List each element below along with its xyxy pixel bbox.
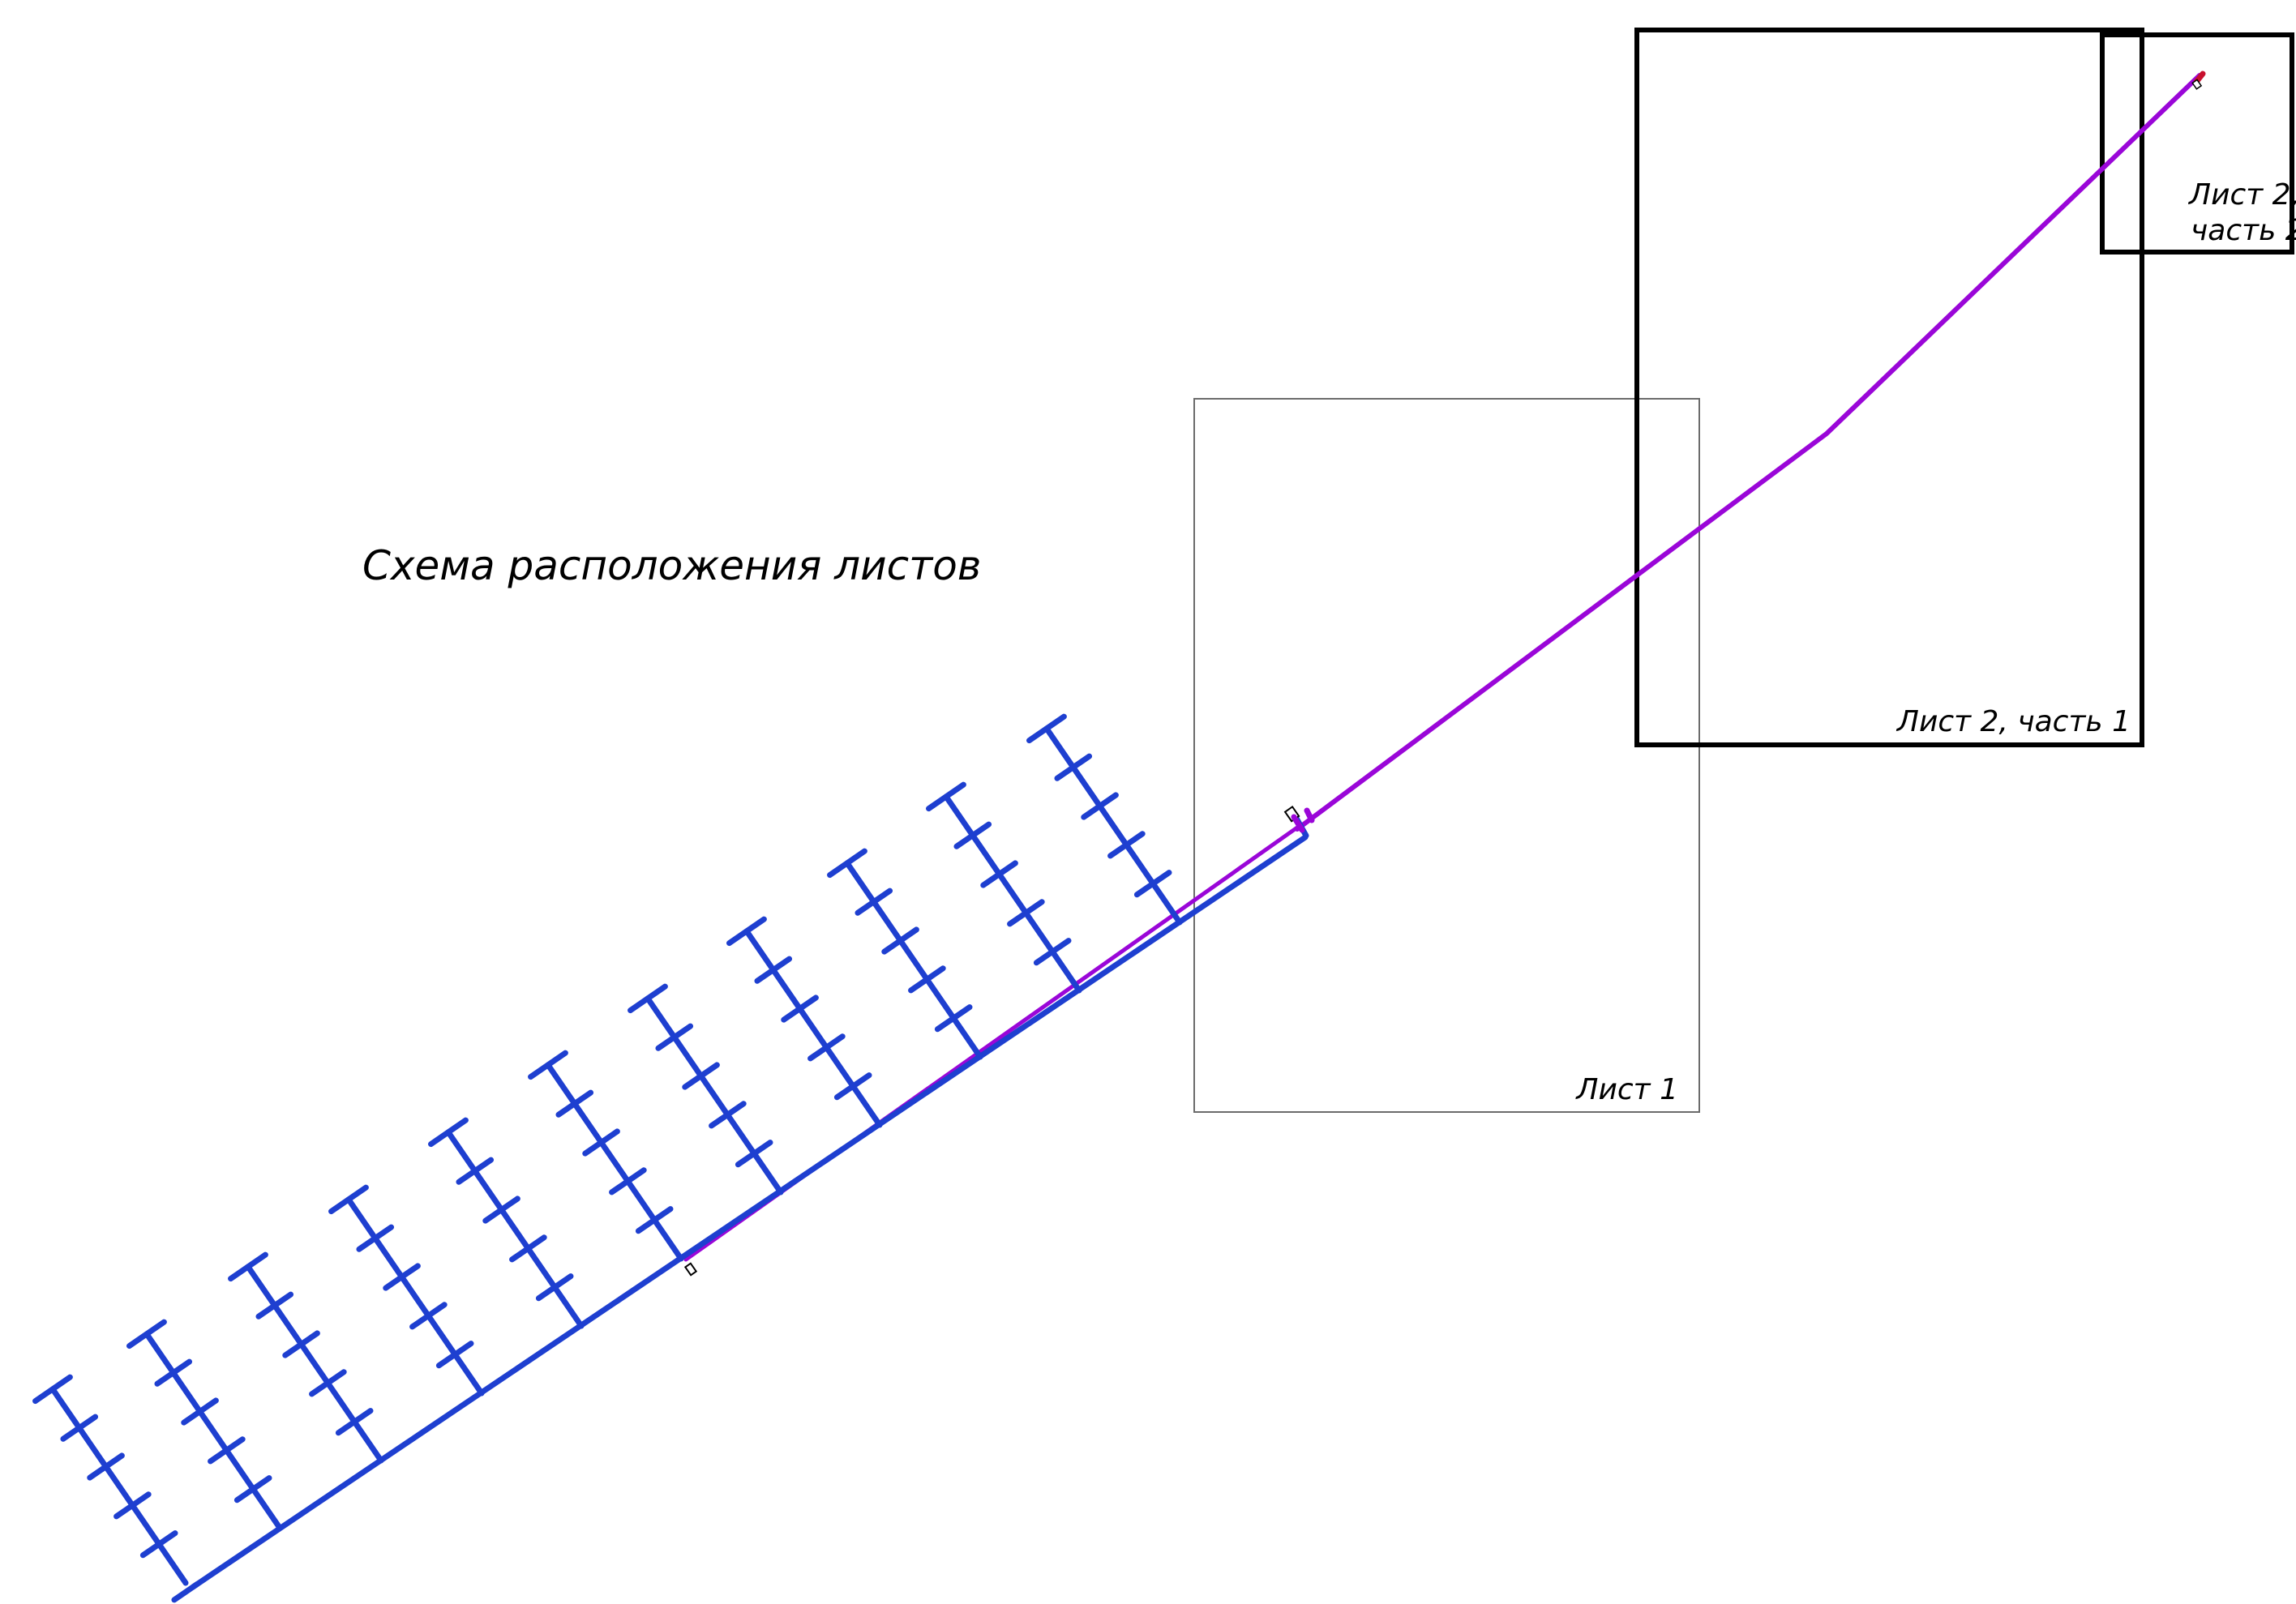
sprinkler-tap-8-2 [807,1033,846,1062]
branch-end-tee-3 [228,1251,268,1282]
branch-end-tee-5 [428,1117,469,1148]
sprinkler-tap-4-3 [383,1263,421,1291]
sprinkler-tap-10-3 [980,860,1018,888]
sprinkler-tap-11-2 [1107,831,1146,859]
sprinkler-tap-8-4 [754,956,793,984]
branch-pipe-4 [345,1196,485,1397]
sprinkler-tap-10-1 [1033,938,1072,966]
sprinkler-tap-1-2 [114,1491,152,1520]
branch-pipe-2 [144,1331,283,1531]
sprinkler-tap-2-1 [233,1475,272,1503]
valve-marker-middle [683,1262,698,1277]
sprinkler-tap-4-1 [435,1341,474,1369]
sprinkler-tap-5-4 [456,1157,495,1185]
sprinkler-tap-9-1 [934,1004,973,1033]
branch-end-tee-8 [726,916,767,947]
valve-marker-start [1283,806,1315,833]
sprinkler-tap-5-2 [509,1234,547,1263]
sheet-2-part-2-frame [2100,32,2294,255]
sprinkler-tap-6-4 [555,1089,594,1118]
sprinkler-tap-8-3 [781,994,819,1023]
branch-end-tee-7 [628,983,668,1014]
sprinkler-tap-8-1 [833,1072,872,1101]
branch-pipe-9 [844,860,983,1060]
sprinkler-tap-4-4 [356,1224,395,1252]
sprinkler-tap-6-1 [635,1206,674,1234]
sprinkler-tap-9-3 [881,926,919,955]
sprinkler-tap-7-3 [682,1062,720,1090]
sprinkler-tap-3-1 [335,1408,374,1436]
terminal-marker [2191,71,2206,90]
trunk-start-tee [171,1581,200,1603]
sprinkler-tap-1-3 [87,1452,125,1481]
sprinkler-tap-7-2 [709,1101,747,1129]
sprinkler-tap-3-3 [282,1330,320,1358]
pipe-network [32,713,1309,1603]
sprinkler-tap-6-3 [582,1128,620,1157]
sheet-2-part-1-frame [1634,28,2144,747]
main-pipe [683,73,2202,1262]
sheet-2-part-2-label-line2: часть 2 [2191,214,2296,247]
sprinkler-tap-7-1 [735,1140,773,1168]
sprinkler-tap-6-2 [609,1167,647,1196]
branch-end-tee-9 [827,848,867,879]
sprinkler-tap-1-1 [139,1530,178,1559]
branch-pipe-1 [49,1386,189,1586]
sprinkler-tap-5-1 [535,1273,574,1302]
branch-pipe-5 [445,1129,585,1329]
sprinkler-tap-9-2 [908,965,946,994]
branch-end-tee-1 [32,1374,73,1405]
sheet-1-frame [1193,398,1700,1113]
branch-pipe-7 [645,995,784,1196]
sprinkler-tap-11-3 [1081,792,1119,820]
branch-end-tee-6 [528,1050,568,1080]
sprinkler-tap-7-4 [655,1023,694,1051]
branch-pipe-10 [943,793,1082,994]
sprinkler-tap-11-4 [1054,753,1093,781]
sprinkler-tap-2-4 [154,1358,193,1387]
branch-end-tee-4 [328,1184,369,1215]
sheet-2-part-2-label-line1: Лист 2, [2187,178,2296,212]
branch-end-tee-10 [926,781,966,812]
sprinkler-tap-5-3 [482,1196,520,1224]
branch-pipe-6 [545,1062,684,1262]
sprinkler-tap-9-4 [855,888,893,916]
sprinkler-tap-4-2 [409,1302,448,1330]
branch-end-tee-2 [126,1319,167,1349]
sheet-1-label: Лист 1 [1574,1073,1678,1106]
trunk-pipe [190,834,1309,1590]
branch-end-tee-11 [1026,713,1067,744]
diagram-title: Схема расположения листов [362,542,981,589]
branch-pipe-3 [245,1264,384,1464]
sprinkler-tap-2-3 [181,1397,219,1426]
branch-pipe-8 [743,928,883,1128]
branch-pipe-11 [1043,725,1183,926]
sprinkler-tap-11-1 [1133,870,1172,898]
sprinkler-tap-1-4 [60,1414,99,1442]
main-pipe-line [1295,73,2202,832]
sprinkler-tap-3-2 [309,1369,347,1397]
sprinkler-tap-3-4 [255,1291,294,1320]
sprinkler-tap-10-4 [953,821,992,849]
sprinkler-tap-2-2 [208,1436,246,1465]
sheet-2-part-1-label: Лист 2, часть 1 [1895,705,2131,738]
sprinkler-tap-10-2 [1007,899,1045,927]
